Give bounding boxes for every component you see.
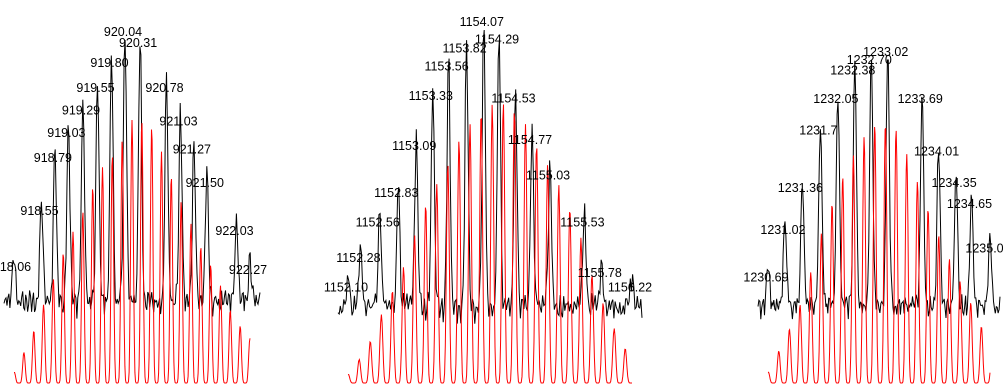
peak-label: 1231.02 — [760, 223, 805, 237]
peak-label: 920.31 — [119, 36, 157, 50]
peak-label: 1232.05 — [813, 92, 858, 106]
peak-label: 918.55 — [20, 204, 58, 218]
peak-label: 1153.33 — [409, 89, 453, 103]
peak-label: 921.03 — [159, 115, 197, 129]
peak-label: 1155.53 — [560, 216, 604, 230]
peak-label: 920.04 — [104, 25, 142, 39]
peak-label: 920.78 — [145, 81, 183, 95]
peak-label: 1154.29 — [475, 33, 519, 47]
peak-label: 1153.82 — [442, 42, 486, 56]
peak-label: 1232.70 — [847, 53, 892, 67]
peak-label: 1234.65 — [947, 197, 992, 211]
peak-label: 922.27 — [229, 263, 267, 277]
spectrum-panel-2: 1152.10 1152.28 1152.56 1152.83 1153.09 1153.… — [324, 15, 652, 384]
spectrum-panel-1: 918.06 918.55 918.79 919.03 919.29 919.55 919.… — [0, 25, 267, 384]
peak-label: 1154.53 — [491, 92, 535, 106]
peak-label: 1154.07 — [460, 15, 504, 29]
peak-label: 919.29 — [62, 103, 100, 117]
theoretical-trace-3 — [767, 126, 991, 384]
peak-label: 1152.56 — [356, 216, 400, 230]
theoretical-trace-2 — [347, 104, 632, 384]
peak-label: 919.03 — [47, 126, 85, 140]
peak-label: 1153.56 — [424, 59, 468, 73]
peak-label: 1232.38 — [830, 63, 875, 77]
peak-label: 1235.01 — [965, 242, 1003, 256]
peak-label: 1154.77 — [508, 133, 552, 147]
peak-label: 1234.01 — [914, 145, 959, 159]
peak-label: 919.55 — [76, 81, 114, 95]
peak-label: 918.06 — [0, 260, 31, 274]
peak-label: 1233.69 — [898, 92, 943, 106]
observed-trace-1 — [3, 39, 261, 319]
peak-label: 1231.7 — [799, 124, 837, 138]
peak-label: 1155.03 — [526, 168, 570, 182]
spectrum-panel-3: 1230.69 1231.02 1231.36 1231.7 1232.05 1232.3… — [743, 45, 1003, 384]
peak-label: 1152.28 — [336, 251, 380, 265]
peak-label: 919.80 — [90, 56, 128, 70]
peak-label: 921.50 — [186, 176, 224, 190]
peak-label: 1152.10 — [324, 281, 368, 295]
peak-label: 1231.36 — [778, 181, 823, 195]
peak-label: 918.79 — [34, 151, 72, 165]
peak-label: 1155.78 — [578, 266, 622, 280]
peak-label: 921.27 — [173, 143, 211, 157]
peak-label: 1234.35 — [932, 176, 977, 190]
peak-label: 922.03 — [215, 224, 253, 238]
peak-label: 1233.02 — [863, 45, 908, 59]
peak-label: 1152.83 — [374, 186, 418, 200]
peak-label: 1156.22 — [608, 281, 652, 295]
peak-label: 1153.09 — [392, 139, 436, 153]
peak-label: 1230.69 — [743, 270, 788, 284]
theoretical-trace-1 — [14, 119, 251, 384]
